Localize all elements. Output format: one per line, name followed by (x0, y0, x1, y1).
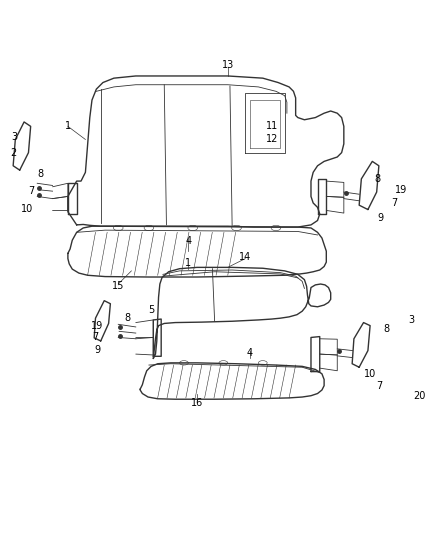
Text: 4: 4 (185, 236, 191, 246)
Text: 10: 10 (21, 204, 33, 214)
Text: 19: 19 (395, 185, 407, 195)
Text: 3: 3 (11, 132, 17, 142)
Text: 5: 5 (148, 305, 154, 316)
Text: 15: 15 (112, 281, 124, 291)
Text: 8: 8 (124, 313, 130, 323)
Text: 7: 7 (391, 198, 397, 208)
Text: 14: 14 (239, 252, 251, 262)
Text: 7: 7 (376, 381, 382, 391)
Text: 19: 19 (91, 321, 103, 330)
Text: 20: 20 (413, 391, 426, 401)
Text: 13: 13 (222, 60, 234, 70)
Text: 8: 8 (383, 324, 389, 334)
Text: 11: 11 (266, 122, 279, 131)
Text: 9: 9 (377, 213, 383, 223)
Text: 2: 2 (10, 148, 16, 158)
Text: 3: 3 (409, 315, 415, 325)
Text: 9: 9 (94, 345, 100, 355)
Text: 10: 10 (364, 369, 376, 379)
Text: 7: 7 (28, 186, 35, 196)
Text: 4: 4 (247, 348, 253, 358)
Text: 7: 7 (92, 332, 99, 342)
Text: 1: 1 (65, 122, 71, 131)
Text: 8: 8 (37, 168, 43, 179)
Text: 12: 12 (266, 134, 279, 144)
Text: 16: 16 (191, 398, 203, 408)
Text: 8: 8 (374, 174, 381, 184)
Text: 1: 1 (185, 258, 191, 268)
